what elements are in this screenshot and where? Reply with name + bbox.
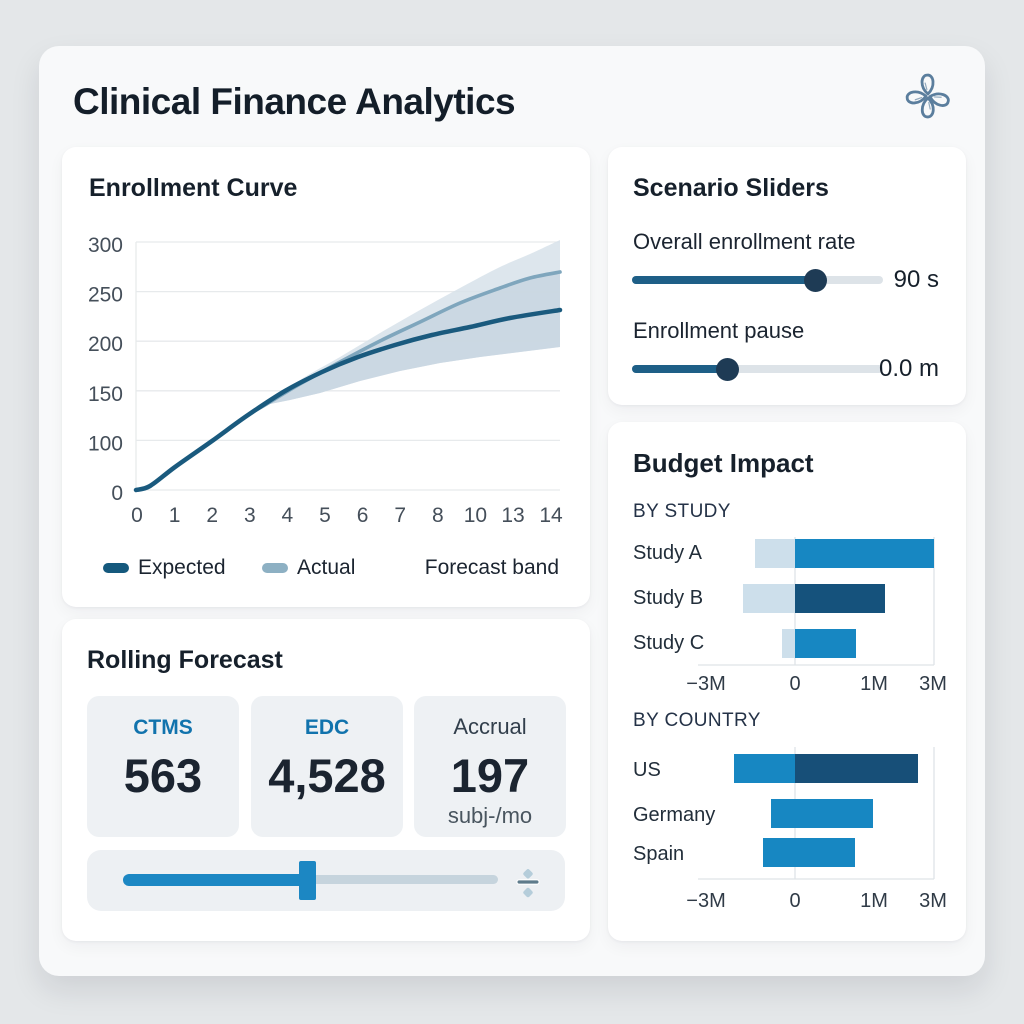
svg-text:7: 7 (394, 504, 406, 527)
svg-text:0: 0 (131, 504, 143, 527)
svg-text:13: 13 (501, 504, 524, 527)
svg-text:3M: 3M (919, 673, 947, 695)
svg-text:Germany: Germany (633, 804, 715, 826)
svg-text:3M: 3M (919, 890, 947, 912)
svg-text:6: 6 (357, 504, 369, 527)
svg-text:4: 4 (282, 504, 294, 527)
svg-text:US: US (633, 759, 661, 781)
svg-text:3: 3 (244, 504, 256, 527)
svg-text:10: 10 (464, 504, 487, 527)
svg-text:200: 200 (88, 333, 123, 356)
svg-text:0: 0 (789, 890, 800, 912)
svg-text:0: 0 (789, 673, 800, 695)
svg-text:100: 100 (88, 432, 123, 455)
svg-text:Study A: Study A (633, 542, 703, 564)
svg-text:−3M: −3M (686, 890, 725, 912)
svg-text:Study B: Study B (633, 587, 703, 609)
svg-text:0: 0 (111, 482, 123, 505)
svg-text:2: 2 (206, 504, 218, 527)
svg-text:Spain: Spain (633, 843, 684, 865)
svg-text:5: 5 (319, 504, 331, 527)
svg-text:250: 250 (88, 284, 123, 307)
svg-text:1: 1 (169, 504, 181, 527)
svg-text:1M: 1M (860, 673, 888, 695)
svg-text:300: 300 (88, 234, 123, 257)
svg-text:−3M: −3M (686, 673, 725, 695)
svg-text:14: 14 (539, 504, 563, 527)
svg-text:1M: 1M (860, 890, 888, 912)
svg-text:150: 150 (88, 383, 123, 406)
svg-text:8: 8 (432, 504, 444, 527)
svg-text:Study C: Study C (633, 632, 704, 654)
